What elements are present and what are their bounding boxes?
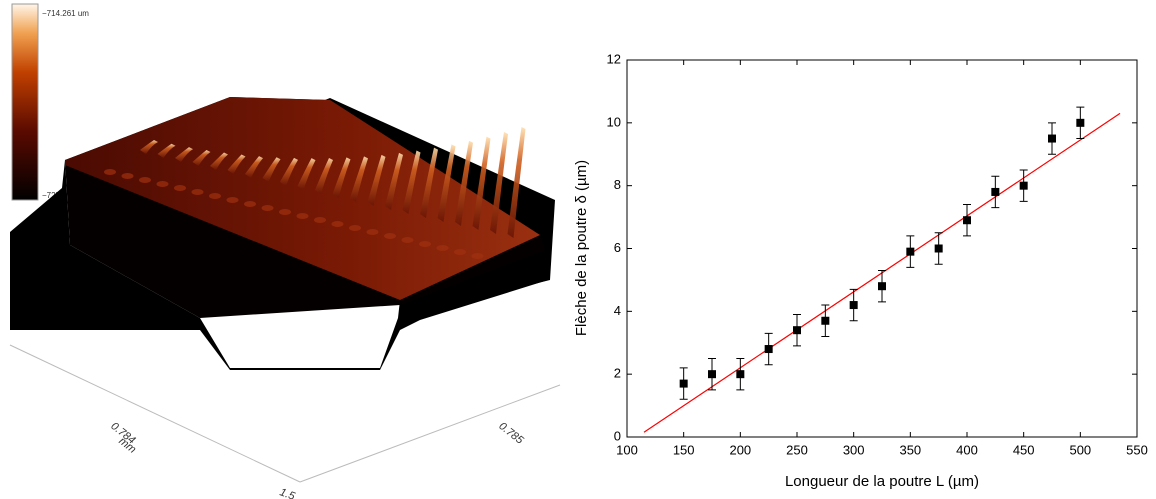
beam-anchor (401, 237, 414, 243)
beam (192, 150, 211, 166)
beam-anchor (384, 233, 396, 239)
beam (472, 136, 491, 230)
beam-anchor (349, 225, 361, 231)
image-axis-label: 1.5 (278, 486, 297, 499)
x-tick-label: 300 (843, 442, 865, 457)
data-point (736, 370, 745, 379)
beam (210, 152, 228, 170)
beam (367, 154, 386, 206)
beam (227, 154, 246, 174)
beam-anchor (121, 173, 134, 179)
y-tick-label: 4 (614, 303, 621, 318)
beam-anchor (454, 249, 466, 255)
data-point (708, 370, 716, 379)
data-point (906, 247, 915, 256)
beam (332, 157, 351, 198)
data-point (821, 316, 830, 325)
beam-anchor (314, 217, 326, 223)
beam-anchor (244, 201, 256, 207)
image-axis (299, 384, 561, 483)
image-axis-label: 0.785 (496, 420, 526, 447)
data-point (991, 187, 1000, 196)
beam (402, 150, 421, 214)
beam-anchor (436, 245, 449, 251)
y-tick-label: 10 (607, 114, 621, 129)
beam-anchor (104, 169, 116, 175)
y-tick-label: 6 (614, 240, 621, 255)
plot-frame (626, 59, 1138, 438)
beam-anchor (156, 181, 169, 187)
x-tick-label: 200 (729, 442, 751, 457)
beam-anchor (261, 205, 274, 211)
x-tick-label: 450 (1013, 442, 1035, 457)
beam-anchor (419, 241, 431, 247)
beam-anchor (209, 193, 221, 199)
x-tick-label: 150 (673, 442, 695, 457)
beam (350, 156, 368, 202)
x-tick-label: 550 (1126, 442, 1148, 457)
x-axis-title: Longueur de la poutre L (µm) (785, 473, 979, 490)
beam-anchor (279, 209, 291, 215)
y-axis-title: Flèche de la poutre δ (µm) (573, 160, 590, 336)
data-point (934, 244, 943, 253)
beam-anchor (471, 253, 484, 259)
beam (420, 147, 438, 218)
image-axis (9, 344, 301, 483)
beam (175, 147, 193, 162)
y-tick-label: 8 (614, 177, 621, 192)
beam-array (104, 126, 526, 259)
beam-anchor (139, 177, 151, 183)
y-tick-label: 2 (614, 366, 621, 381)
beam (455, 140, 473, 226)
beam-anchor (226, 197, 239, 203)
data-point (1019, 181, 1028, 190)
beam (437, 144, 456, 222)
x-tick-label: 400 (956, 442, 978, 457)
data-point (963, 216, 971, 225)
beam-anchor (191, 189, 204, 195)
x-tick-label: 500 (1069, 442, 1091, 457)
profile-image: −714.261 um −725 0.784 mm 0.785 1.5 (9, 3, 561, 499)
beam-anchor (296, 213, 309, 219)
data-point (849, 301, 858, 310)
data-point (1048, 134, 1056, 143)
colorbar (11, 3, 39, 201)
beam (507, 126, 526, 238)
base-block (10, 160, 548, 370)
beam (140, 140, 158, 154)
beam (280, 157, 298, 186)
data-point (793, 326, 801, 335)
beam (262, 157, 281, 182)
data-point (1076, 118, 1085, 127)
data-point (764, 345, 773, 354)
beam (315, 158, 333, 194)
y-tick-label: 12 (607, 51, 621, 66)
colorbar-max: −714.261 um (42, 9, 89, 18)
beam (245, 156, 263, 178)
beam-anchor (366, 229, 379, 235)
x-tick-label: 350 (899, 442, 921, 457)
beam (297, 158, 316, 190)
beam (385, 152, 403, 210)
beam (157, 143, 176, 158)
beam-anchor (174, 185, 186, 191)
y-tick-label: 0 (614, 428, 621, 443)
data-point (878, 282, 886, 291)
beam-anchor (331, 221, 344, 227)
x-tick-label: 100 (616, 442, 638, 457)
data-point (679, 379, 688, 388)
x-tick-label: 250 (786, 442, 808, 457)
beam (490, 132, 508, 234)
top-surface (65, 97, 540, 300)
colorbar-min: −725 (42, 191, 61, 200)
